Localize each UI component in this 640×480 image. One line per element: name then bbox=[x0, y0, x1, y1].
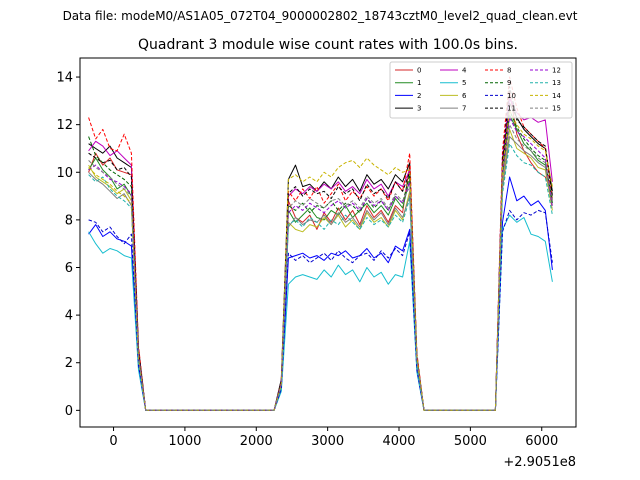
chart-title: Quadrant 3 module wise count rates with … bbox=[138, 37, 518, 53]
y-tick-label: 8 bbox=[65, 213, 73, 228]
legend-label-12: 12 bbox=[552, 67, 561, 75]
series-layer bbox=[88, 76, 553, 411]
y-axis: 0 2 4 6 8 10 12 14 bbox=[56, 71, 80, 419]
x-tick-label: 3000 bbox=[311, 434, 344, 449]
suptitle: Data file: modeM0/AS1A05_072T04_90000028… bbox=[63, 9, 578, 23]
x-tick-label: 2000 bbox=[240, 434, 273, 449]
y-tick-label: 6 bbox=[65, 261, 73, 276]
legend-label-0: 0 bbox=[417, 67, 421, 75]
legend-label-6: 6 bbox=[462, 92, 467, 100]
legend-label-15: 15 bbox=[552, 105, 561, 113]
y-tick-label: 12 bbox=[56, 118, 73, 133]
x-tick-label: 1000 bbox=[168, 434, 201, 449]
y-tick-label: 14 bbox=[56, 71, 73, 86]
x-tick-label: 4000 bbox=[382, 434, 415, 449]
x-tick-label: 6000 bbox=[525, 434, 558, 449]
legend-label-14: 14 bbox=[552, 92, 561, 100]
legend-box bbox=[389, 61, 573, 119]
x-axis: 0 1000 2000 3000 4000 5000 6000 bbox=[109, 427, 558, 449]
legend-label-1: 1 bbox=[417, 79, 421, 87]
legend-label-7: 7 bbox=[462, 105, 466, 113]
series-line-8 bbox=[88, 76, 553, 411]
x-offset-text: +2.9051e8 bbox=[503, 455, 576, 470]
y-tick-label: 10 bbox=[56, 166, 73, 181]
legend-label-4: 4 bbox=[462, 67, 467, 75]
legend-label-2: 2 bbox=[417, 92, 421, 100]
legend-label-5: 5 bbox=[462, 79, 466, 87]
x-tick-label: 5000 bbox=[454, 434, 487, 449]
legend-label-3: 3 bbox=[417, 105, 421, 113]
x-tick-label: 0 bbox=[109, 434, 117, 449]
legend-label-10: 10 bbox=[507, 92, 516, 100]
y-tick-label: 2 bbox=[65, 356, 73, 371]
y-tick-label: 0 bbox=[65, 404, 73, 419]
legend-label-8: 8 bbox=[507, 67, 511, 75]
legend-label-11: 11 bbox=[507, 105, 516, 113]
legend-label-9: 9 bbox=[507, 79, 511, 87]
legend-label-13: 13 bbox=[552, 79, 561, 87]
series-line-15 bbox=[88, 124, 553, 411]
y-tick-label: 4 bbox=[65, 309, 73, 324]
